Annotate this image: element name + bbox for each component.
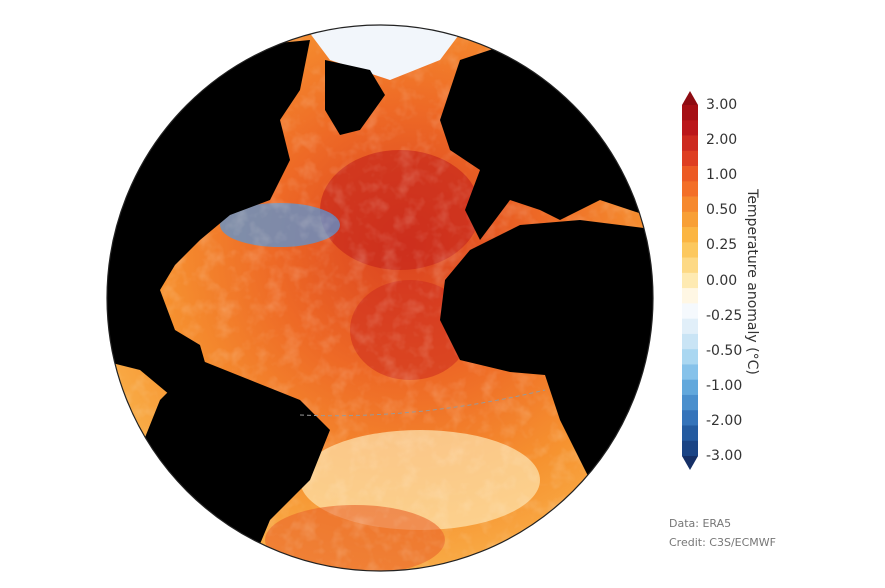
colorbar-segment — [682, 364, 698, 380]
credit-text: Credit: C3S/ECMWF — [669, 536, 776, 549]
colorbar-segment — [682, 272, 698, 289]
colorbar-segment — [682, 120, 698, 136]
colorbar-tick-label: 0.50 — [706, 202, 738, 219]
colorbar-segment — [682, 349, 698, 365]
colorbar-segment — [682, 394, 698, 411]
colorbar-tick-label: -1.00 — [706, 377, 743, 394]
colorbar-segment — [682, 196, 698, 213]
colorbar-tick-label: 0.00 — [706, 272, 738, 289]
colorbar-tick-label: 1.00 — [706, 167, 738, 184]
colorbar — [682, 91, 698, 470]
colorbar-tick-label: -3.00 — [706, 448, 743, 464]
land-greenland — [325, 60, 385, 135]
colorbar-title: Temperature anomaly (°C) — [744, 189, 760, 375]
land-africa — [440, 220, 653, 520]
data-source: Data: ERA5 — [669, 517, 732, 530]
colorbar-segment — [682, 333, 698, 350]
equator-line — [299, 389, 546, 417]
colorbar-segment — [682, 242, 698, 258]
colorbar-segment — [682, 227, 698, 243]
colorbar-segment — [682, 211, 698, 228]
colorbar-tick-label: -0.25 — [706, 307, 743, 324]
colorbar-segment — [682, 318, 698, 335]
colorbar-segment — [682, 303, 698, 319]
colorbar-segment — [682, 410, 698, 426]
colorbar-segment — [682, 150, 698, 167]
colorbar-segment — [682, 440, 698, 457]
colorbar-segment — [682, 288, 698, 304]
colorbar-min-arrow — [682, 456, 698, 470]
colorbar-segment — [682, 425, 698, 442]
colorbar-segment — [682, 166, 698, 182]
colorbar-segment — [682, 135, 698, 152]
colorbar-segment — [682, 181, 698, 197]
colorbar-tick-label: 0.25 — [706, 237, 738, 254]
colorbar-segment — [682, 257, 698, 274]
colorbar-segment — [682, 105, 698, 121]
colorbar-tick-label: 2.00 — [706, 132, 738, 149]
colorbar-tick-label: 3.00 — [706, 97, 738, 113]
colorbar-tick-label: -0.50 — [706, 342, 743, 359]
colorbar-max-arrow — [682, 91, 698, 105]
colorbar-tick-label: -2.00 — [706, 412, 743, 429]
colorbar-segment — [682, 379, 698, 396]
